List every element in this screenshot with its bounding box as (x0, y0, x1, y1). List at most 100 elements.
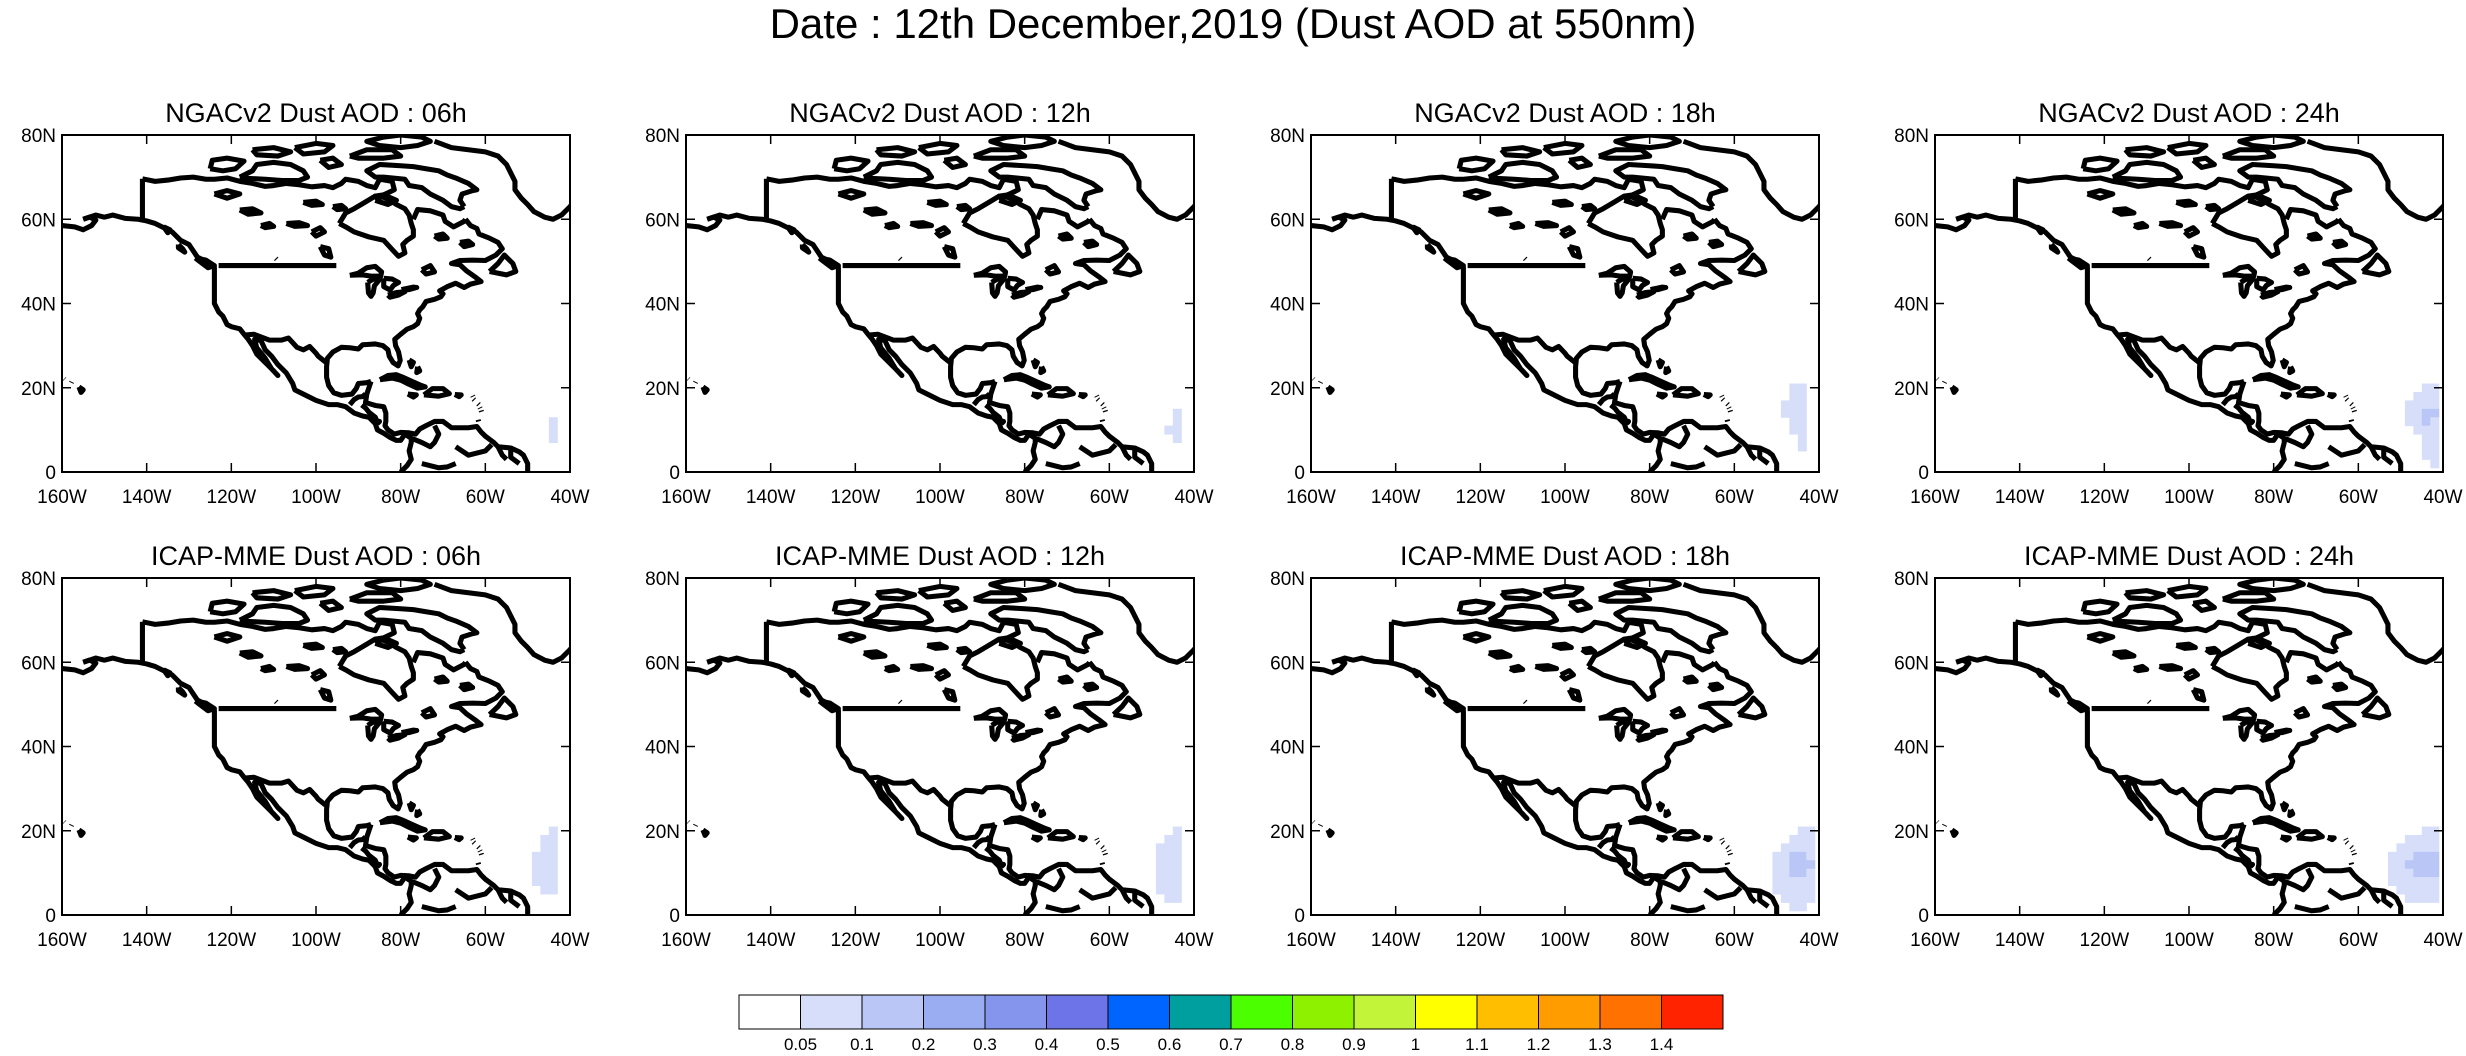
dust-cell (1806, 834, 1816, 844)
dust-cell (2430, 877, 2440, 887)
y-tick-label: 60N (1270, 653, 1305, 674)
dust-cell (540, 843, 550, 853)
y-tick-label: 20N (21, 379, 56, 400)
y-tick-label: 0 (669, 906, 680, 927)
y-tick-label: 0 (45, 463, 56, 484)
x-tick-label: 80W (381, 487, 420, 508)
y-tick-label: 80N (21, 569, 56, 590)
dust-cell (540, 860, 550, 870)
dust-cell (1789, 877, 1799, 887)
dust-cell (1789, 868, 1799, 878)
y-tick-label: 60N (21, 653, 56, 674)
dust-cell (1789, 851, 1799, 861)
dust-cell (2413, 843, 2423, 853)
dust-cell (1789, 860, 1799, 870)
dust-cell (2413, 851, 2423, 861)
x-tick-label: 100W (915, 930, 965, 951)
dust-cell (2404, 417, 2414, 427)
y-tick-label: 40N (1270, 738, 1305, 759)
y-tick-label: 60N (1270, 210, 1305, 231)
dust-cell (540, 851, 550, 861)
y-tick-label: 40N (1270, 295, 1305, 316)
coastlines (62, 135, 634, 472)
dust-cell (1797, 434, 1807, 444)
x-tick-label: 140W (1371, 487, 1421, 508)
y-tick-label: 60N (645, 210, 680, 231)
dust-shading (2404, 383, 2440, 469)
dust-cell (2430, 893, 2440, 903)
colorbar-label: 0.7 (1219, 1035, 1243, 1054)
dust-cell (2404, 868, 2414, 878)
panel-title: ICAP-MME Dust AOD : 12h (775, 541, 1105, 571)
dust-cell (548, 860, 558, 870)
y-tick-label: 20N (645, 379, 680, 400)
y-tick-label: 80N (645, 569, 680, 590)
coastlines (686, 135, 1257, 472)
colorbar-label: 1.2 (1527, 1035, 1551, 1054)
dust-cell (2430, 851, 2440, 861)
dust-cell (2421, 400, 2431, 410)
dust-cell (1772, 851, 1782, 861)
dust-cell (1797, 860, 1807, 870)
x-tick-label: 80W (2254, 487, 2293, 508)
dust-cell (2421, 851, 2431, 861)
dust-cell (1780, 400, 1790, 410)
dust-cell (540, 868, 550, 878)
x-tick-label: 60W (466, 487, 505, 508)
colorbar-label: 1.3 (1588, 1035, 1612, 1054)
dust-cell (1789, 391, 1799, 401)
x-tick-label: 80W (1630, 930, 1669, 951)
dust-cell (2421, 450, 2431, 460)
x-tick-label: 100W (1540, 930, 1590, 951)
dust-cell (2404, 860, 2414, 870)
colorbar-swatch (1046, 994, 1109, 1030)
x-tick-label: 140W (1995, 930, 2045, 951)
dust-cell (1780, 851, 1790, 861)
dust-cell (2396, 885, 2406, 895)
x-tick-label: 40W (1174, 930, 1213, 951)
dust-cell (2430, 400, 2440, 410)
dust-cell (1164, 425, 1174, 435)
dust-cell (1172, 877, 1182, 887)
dust-cell (548, 851, 558, 861)
dust-cell (1797, 843, 1807, 853)
dust-cell (2396, 851, 2406, 861)
dust-cell (1164, 893, 1174, 903)
dust-cell (2430, 868, 2440, 878)
x-tick-label: 60W (2339, 930, 2378, 951)
dust-cell (531, 877, 541, 887)
y-tick-label: 40N (21, 295, 56, 316)
colorbar-swatch (1661, 994, 1724, 1030)
dust-cell (1780, 868, 1790, 878)
dust-cell (548, 877, 558, 887)
dust-cell (548, 417, 558, 427)
dust-cell (1806, 885, 1816, 895)
colorbar-swatch (1292, 994, 1355, 1030)
dust-cell (1806, 843, 1816, 853)
map-panel: NGACv2 Dust AOD : 18h 160W 140W 120W 100W 80W… (1270, 98, 1838, 508)
dust-cell (2421, 834, 2431, 844)
dust-cell (2413, 400, 2423, 410)
colorbar-swatch (923, 994, 986, 1030)
y-tick-label: 80N (1270, 126, 1305, 147)
y-tick-label: 20N (1270, 822, 1305, 843)
dust-cell (1172, 860, 1182, 870)
dust-cell (1789, 834, 1799, 844)
y-tick-label: 40N (645, 295, 680, 316)
colorbar-swatch (1230, 994, 1293, 1030)
dust-shading (548, 417, 558, 444)
dust-cell (2413, 834, 2423, 844)
dust-cell (1164, 834, 1174, 844)
dust-cell (2396, 860, 2406, 870)
dust-cell (1797, 425, 1807, 435)
dust-cell (1155, 885, 1165, 895)
map-panel: NGACv2 Dust AOD : 12h 160W 140W 120W 100W 80W… (645, 98, 1257, 508)
colorbar-swatch (984, 994, 1047, 1030)
dust-cell (2404, 408, 2414, 418)
dust-cell (1780, 860, 1790, 870)
x-tick-label: 100W (291, 930, 341, 951)
dust-cell (540, 834, 550, 844)
x-tick-label: 60W (2339, 487, 2378, 508)
dust-cell (1780, 408, 1790, 418)
dust-cell (1797, 408, 1807, 418)
